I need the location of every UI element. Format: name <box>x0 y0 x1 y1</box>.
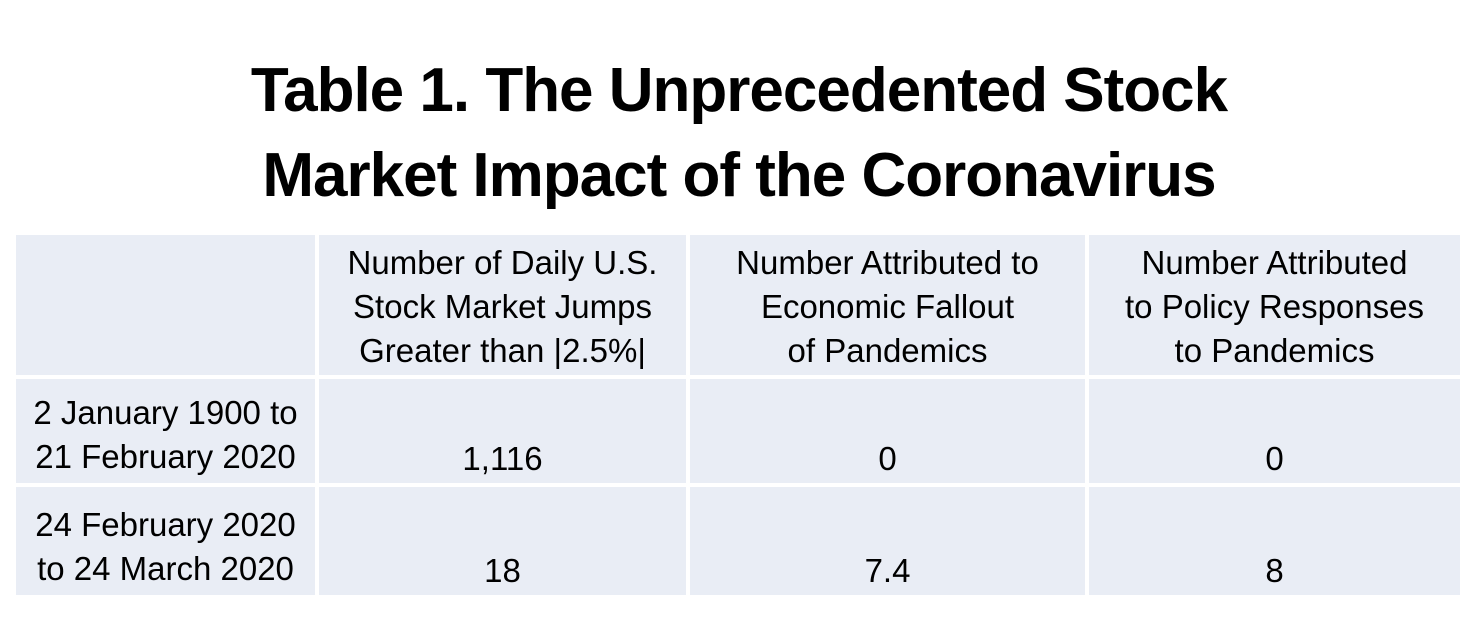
header-jumps-line: Greater than |2.5%| <box>359 332 646 369</box>
header-policy-line: to Pandemics <box>1174 332 1375 369</box>
header-policy-line: to Policy Responses <box>1125 288 1424 325</box>
row-label-line: 2 January 1900 to <box>33 394 298 431</box>
cell-value-text: 0 <box>878 440 897 477</box>
value-policy-1900-2020: 0 <box>1089 379 1460 483</box>
value-jumps-feb-mar-2020: 18 <box>319 487 686 595</box>
table-title-line-2: Market Impact of the Coronavirus <box>262 140 1216 210</box>
value-jumps-1900-2020: 1,116 <box>319 379 686 483</box>
header-jumps-line: Number of Daily U.S. <box>347 244 658 281</box>
cell-value-text: 0 <box>1265 440 1284 477</box>
header-jumps-line: Stock Market Jumps <box>353 288 652 325</box>
header-cell-economic-fallout: Number Attributed to Economic Fallout of… <box>690 235 1085 375</box>
row-label-line: 21 February 2020 <box>35 438 296 475</box>
header-policy-line: Number Attributed <box>1141 244 1408 281</box>
cell-value-text: 18 <box>484 552 521 589</box>
value-economic-feb-mar-2020: 7.4 <box>690 487 1085 595</box>
header-economic-line: Economic Fallout <box>760 288 1015 325</box>
row-label-1900-2020: 2 January 1900 to 21 February 2020 <box>16 379 315 483</box>
cell-value-text: 7.4 <box>864 552 911 589</box>
table-title-line-1: Table 1. The Unprecedented Stock <box>250 55 1228 125</box>
cell-value-text: 1,116 <box>462 440 543 477</box>
header-economic-line: of Pandemics <box>787 332 988 369</box>
impact-table: Number of Daily U.S. Stock Market Jumps … <box>16 235 1460 595</box>
table-title: Table 1. The Unprecedented Stock Market … <box>0 48 1478 218</box>
header-economic-line: Number Attributed to <box>736 244 1039 281</box>
cell-value-text: 8 <box>1265 552 1284 589</box>
row-label-line: to 24 March 2020 <box>37 550 294 587</box>
header-cell-jumps: Number of Daily U.S. Stock Market Jumps … <box>319 235 686 375</box>
value-economic-1900-2020: 0 <box>690 379 1085 483</box>
row-label-line: 24 February 2020 <box>35 506 296 543</box>
header-cell-empty <box>16 235 315 375</box>
value-policy-feb-mar-2020: 8 <box>1089 487 1460 595</box>
row-label-feb-mar-2020: 24 February 2020 to 24 March 2020 <box>16 487 315 595</box>
header-cell-policy-responses: Number Attributed to Policy Responses to… <box>1089 235 1460 375</box>
